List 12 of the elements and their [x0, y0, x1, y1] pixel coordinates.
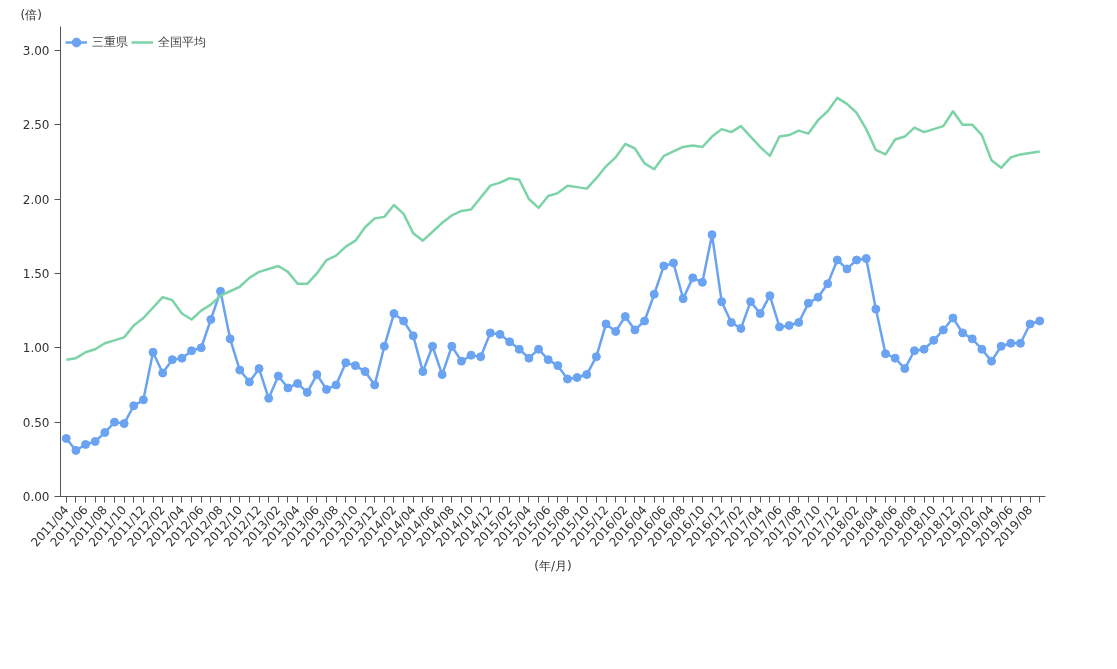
y-tick-label: 2.50	[22, 118, 50, 133]
legend-label: 全国平均	[158, 33, 206, 51]
y-tick-label: 1.50	[22, 266, 50, 281]
legend-label: 三重県	[92, 33, 128, 51]
y-tick-label: 0.00	[22, 490, 50, 504]
y-tick-label: 2.00	[22, 192, 50, 207]
y-tick-label: 3.00	[22, 43, 50, 58]
y-axis-title: (倍)	[20, 7, 42, 22]
y-tick-label: 1.00	[22, 341, 50, 356]
x-axis-title: (年/月)	[534, 559, 572, 574]
y-tick-label: 0.50	[22, 415, 50, 430]
line-series	[65, 96, 1041, 361]
